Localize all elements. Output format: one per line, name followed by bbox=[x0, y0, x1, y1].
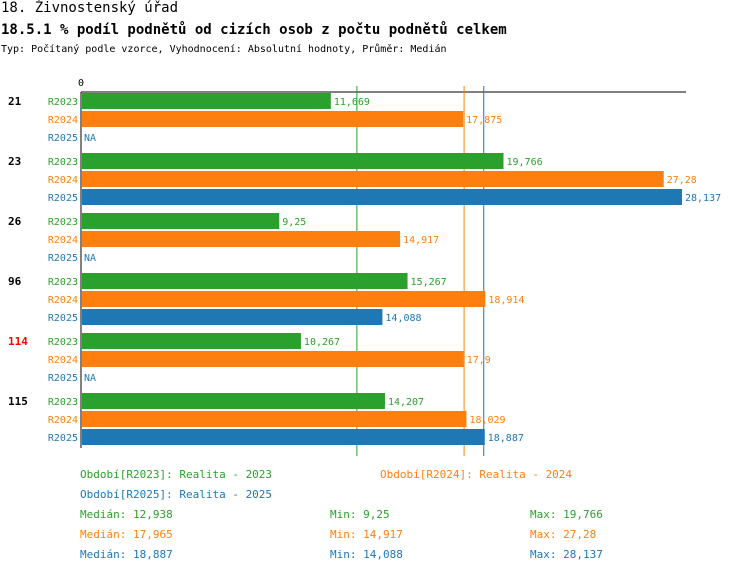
bar bbox=[82, 273, 408, 289]
series-label: R2023 bbox=[48, 397, 78, 408]
legend-max-r2024: Max: 27,28 bbox=[530, 528, 597, 541]
bar bbox=[82, 231, 401, 247]
bar bbox=[82, 111, 464, 127]
legend-period-r2024: Období[R2024]: Realita - 2024 bbox=[380, 468, 573, 481]
series-label: R2025 bbox=[48, 313, 78, 324]
legend-median-r2025: Medián: 18,887 bbox=[80, 548, 173, 561]
data-label: 15,267 bbox=[411, 277, 447, 288]
bar bbox=[82, 411, 467, 427]
data-label: 18,914 bbox=[488, 295, 524, 306]
group-label: 26 bbox=[8, 215, 22, 228]
bar bbox=[82, 213, 280, 229]
legend-min-r2025: Min: 14,088 bbox=[330, 548, 403, 561]
data-label: 14,088 bbox=[385, 313, 421, 324]
series-label: R2023 bbox=[48, 97, 78, 108]
series-label: R2023 bbox=[48, 277, 78, 288]
bar-chart: 0 21 R2023 11,669 R2024 17,875 R2025 NA 23 R2023 1… bbox=[8, 78, 721, 456]
series-label: R2024 bbox=[48, 115, 78, 126]
bar bbox=[82, 393, 385, 409]
series-label: R2023 bbox=[48, 337, 78, 348]
series-label: R2025 bbox=[48, 433, 78, 444]
data-label-na: NA bbox=[84, 373, 96, 384]
bar bbox=[82, 189, 682, 205]
legend-max-r2023: Max: 19,766 bbox=[530, 508, 603, 521]
bar bbox=[82, 171, 664, 187]
bar bbox=[82, 309, 383, 325]
axis-zero-label: 0 bbox=[78, 78, 84, 89]
chart-meta: Typ: Počítaný podle vzorce, Vyhodnocení:… bbox=[1, 44, 447, 55]
legend-median-r2023: Medián: 12,938 bbox=[80, 508, 173, 521]
series-label: R2024 bbox=[48, 355, 78, 366]
series-label: R2024 bbox=[48, 175, 78, 186]
series-label: R2025 bbox=[48, 133, 78, 144]
data-label: 27,28 bbox=[667, 175, 697, 186]
legend-min-r2024: Min: 14,917 bbox=[330, 528, 403, 541]
bar bbox=[82, 153, 504, 169]
data-label: 28,137 bbox=[685, 193, 721, 204]
group-label: 115 bbox=[8, 395, 28, 408]
bar bbox=[82, 93, 331, 109]
group-label: 21 bbox=[8, 95, 22, 108]
series-label: R2023 bbox=[48, 217, 78, 228]
bar bbox=[82, 429, 485, 445]
data-label: 18,887 bbox=[488, 433, 524, 444]
series-label: R2024 bbox=[48, 295, 78, 306]
bar bbox=[82, 291, 486, 307]
group-label: 114 bbox=[8, 335, 28, 348]
series-label: R2024 bbox=[48, 235, 78, 246]
data-label: 11,669 bbox=[334, 97, 370, 108]
legend-max-r2025: Max: 28,137 bbox=[530, 548, 603, 561]
group-label: 23 bbox=[8, 155, 21, 168]
series-label: R2024 bbox=[48, 415, 78, 426]
data-label-na: NA bbox=[84, 133, 96, 144]
series-label: R2023 bbox=[48, 157, 78, 168]
bar bbox=[82, 333, 301, 349]
data-label: 19,766 bbox=[506, 157, 542, 168]
legend-period-r2023: Období[R2023]: Realita - 2023 bbox=[80, 468, 273, 481]
data-label: 10,267 bbox=[304, 337, 340, 348]
data-label: 18,029 bbox=[469, 415, 505, 426]
chart-title: 18.5.1 % podíl podnětů od cizích osob z … bbox=[1, 22, 507, 38]
data-label: 17,9 bbox=[467, 355, 491, 366]
data-label: 9,25 bbox=[282, 217, 306, 228]
series-label: R2025 bbox=[48, 373, 78, 384]
series-label: R2025 bbox=[48, 193, 78, 204]
data-label-na: NA bbox=[84, 253, 96, 264]
page-title: 18. Živnostenský úřad bbox=[1, 0, 179, 16]
data-label: 14,207 bbox=[388, 397, 424, 408]
bar bbox=[82, 351, 464, 367]
data-label: 17,875 bbox=[466, 115, 502, 126]
legend-median-r2024: Medián: 17,965 bbox=[80, 528, 173, 541]
legend-min-r2023: Min: 9,25 bbox=[330, 508, 390, 521]
data-label: 14,917 bbox=[403, 235, 439, 246]
group-label: 96 bbox=[8, 275, 22, 288]
legend-period-r2025: Období[R2025]: Realita - 2025 bbox=[80, 488, 273, 501]
series-label: R2025 bbox=[48, 253, 78, 264]
